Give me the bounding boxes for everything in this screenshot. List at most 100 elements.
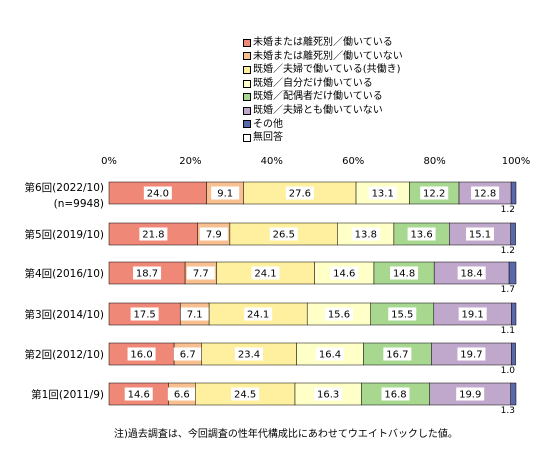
bar-segment [510,222,516,246]
bar-segment [511,302,517,326]
data-label: 9.1 [217,189,233,200]
data-label-other: 1.3 [501,406,515,416]
legend-swatch [243,106,251,115]
data-label-bg [127,347,156,361]
legend-item: 既婚／配偶者だけ働いている [243,90,403,104]
legend-swatch [243,120,251,129]
data-label-bg [351,227,380,241]
data-label-bg [388,307,417,321]
data-label-bg [269,227,298,241]
data-label: 7.1 [187,310,203,321]
legend-label: その他 [253,118,283,130]
category-label: 第5回(2019/10) [25,228,105,241]
data-label: 16.7 [386,350,408,361]
legend-label: 既婚／夫婦で働いている(共働き) [253,64,401,76]
data-label: 7.7 [193,269,209,280]
data-label: 13.1 [372,189,394,200]
data-label-bg [390,266,419,280]
data-label-bg [285,186,314,200]
data-label: 12.2 [423,189,445,200]
legend-label: 既婚／配偶者だけ働いている [253,91,383,103]
legend-item: 未婚または離死別／働いている [243,36,403,50]
legend-item: 無回答 [243,131,403,145]
data-label: 21.8 [142,230,164,241]
data-label: 15.6 [328,310,350,321]
data-label: 14.8 [393,269,415,280]
data-label-other: 1.2 [501,246,515,256]
footnote: 注)過去調査は、今回調査の性年代構成比にあわせてウエイトバックした値。 [114,429,458,440]
data-label-other: 1.7 [501,285,515,295]
legend-swatch [243,79,251,88]
data-label: 6.7 [180,350,196,361]
legend-swatch [243,133,251,142]
data-label: 16.8 [384,390,406,401]
x-tick-label: 80% [423,156,445,167]
data-label: 14.6 [333,269,355,280]
x-tick-label: 100% [502,156,531,167]
data-label: 24.5 [234,390,256,401]
data-label-bg [139,227,168,241]
data-label-bg [133,266,162,280]
data-label: 27.6 [289,189,311,200]
data-label: 19.7 [460,350,482,361]
legend-label: 既婚／夫婦とも働いていない [253,104,383,116]
bar-segment [510,382,517,406]
legend-label: 既婚／自分だけ働いている [253,77,373,89]
legend-swatch [243,93,251,102]
data-label: 16.4 [319,350,341,361]
legend-label: 未婚または離死別／働いている [253,37,393,48]
data-label-bg [235,347,264,361]
x-tick-label: 60% [342,156,364,167]
data-label-bg [186,266,215,280]
data-label-bg [173,347,202,361]
data-label-bg [330,266,359,280]
data-label: 13.6 [410,230,432,241]
data-label: 13.8 [355,230,377,241]
legend-item: 既婚／夫婦とも働いていない [243,104,403,118]
legend-item: その他 [243,118,403,132]
data-label-bg [368,186,397,200]
category-label: 第4回(2016/10) [25,267,105,280]
data-label: 17.5 [133,310,155,321]
data-label: 12.8 [474,189,496,200]
data-label-bg [143,186,172,200]
legend-swatch [243,38,251,47]
data-label-bg [458,307,487,321]
x-tick-label: 40% [261,156,283,167]
data-label: 24.0 [147,189,169,200]
data-label-bg [471,186,500,200]
x-tick-label: 0% [101,156,117,167]
data-label-bg [316,347,345,361]
data-label: 16.0 [130,350,152,361]
data-label-bg [324,307,353,321]
data-label-bg [167,387,196,401]
data-label: 18.7 [136,269,158,280]
data-label-bg [314,387,343,401]
data-label: 14.6 [128,390,150,401]
data-label-bg [420,186,449,200]
data-label-bg [180,307,209,321]
data-label: 16.3 [317,390,339,401]
data-label-bg [407,227,436,241]
data-label-bg [457,266,486,280]
data-label: 24.1 [254,269,276,280]
data-label: 7.9 [206,230,222,241]
data-label-bg [124,387,153,401]
data-label-other: 1.0 [501,366,516,376]
data-label-bg [251,266,280,280]
legend-label: 無回答 [253,132,283,144]
data-label-bg [231,387,260,401]
bar-segment [508,261,517,285]
data-label-bg [465,227,494,241]
legend-label: 未婚または離死別／働いていない [253,50,403,62]
data-label: 6.6 [174,390,190,401]
bar-segment [511,342,516,366]
category-label: 第3回(2014/10) [25,308,105,321]
data-label: 19.1 [462,310,484,321]
data-label: 15.5 [391,310,413,321]
legend-item: 既婚／自分だけ働いている [243,77,403,91]
category-label: 第2回(2012/10) [25,348,105,361]
bar-segment [510,181,517,205]
legend: 未婚または離死別／働いている 未婚または離死別／働いていない 既婚／夫婦で働いている… [243,36,403,145]
data-label-bg [383,347,412,361]
